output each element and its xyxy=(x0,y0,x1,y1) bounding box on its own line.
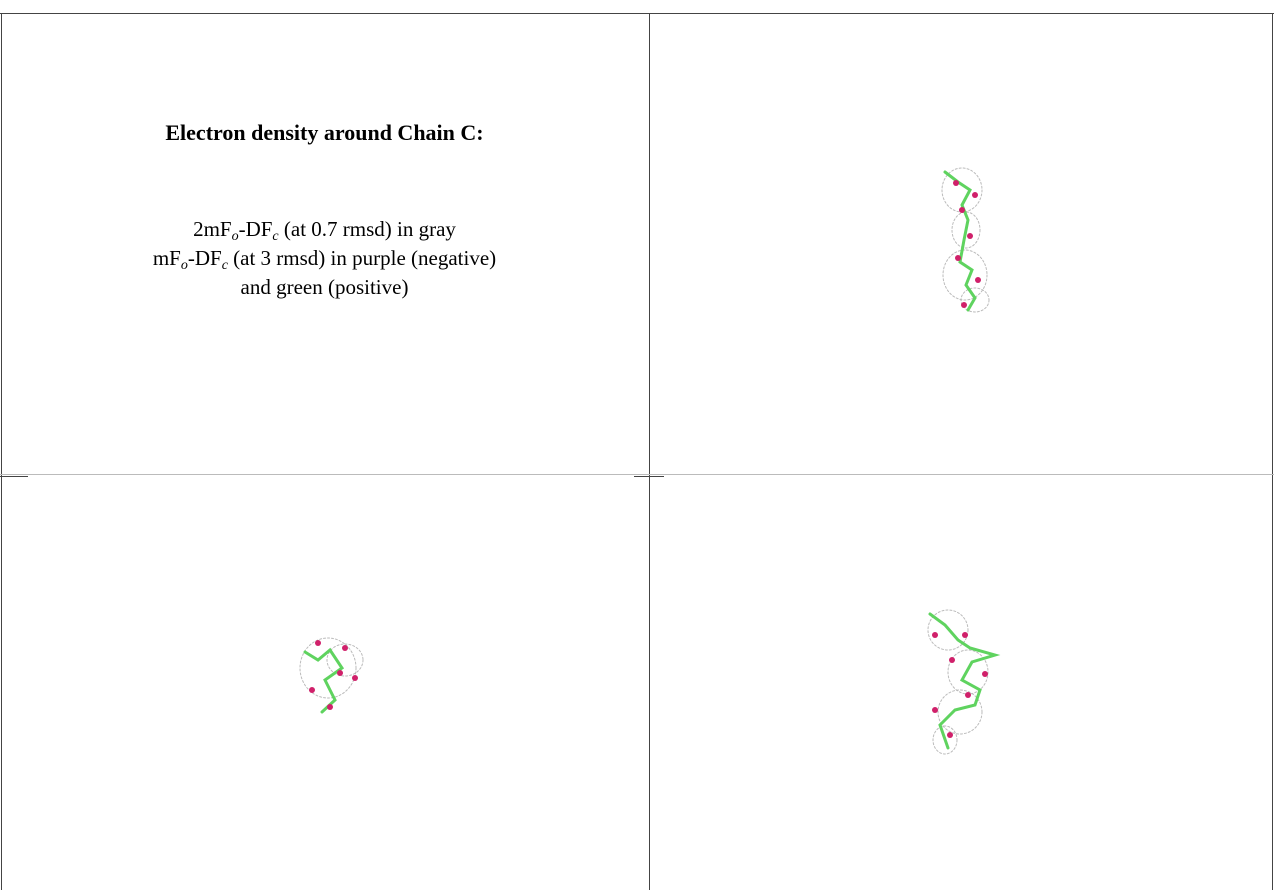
legend-text: 2mF xyxy=(193,217,232,241)
legend-text: (at 0.7 rmsd) in gray xyxy=(279,217,456,241)
molecule-image-bottom-right xyxy=(928,610,995,754)
legend-text: mF xyxy=(153,246,181,270)
molecule-image-bottom-left xyxy=(300,638,363,712)
page: Electron density around Chain C: 2mFo-DF… xyxy=(0,0,1274,890)
density-mesh xyxy=(928,610,988,754)
bonds xyxy=(945,172,975,310)
legend-text: -DF xyxy=(239,217,273,241)
legend-text: (at 3 rmsd) in purple (negative) xyxy=(228,246,496,270)
subscript: o xyxy=(232,229,239,244)
legend-line: 2mFo-DFc (at 0.7 rmsd) in gray xyxy=(0,215,649,244)
subscript: o xyxy=(181,258,188,273)
legend-text: and green (positive) xyxy=(241,275,409,299)
bonds xyxy=(305,650,342,712)
panel-title: Electron density around Chain C: xyxy=(0,120,649,146)
legend-line: mFo-DFc (at 3 rmsd) in purple (negative) xyxy=(0,244,649,273)
molecule-image-top-right xyxy=(942,168,989,312)
legend-text: -DF xyxy=(188,246,222,270)
legend-line: and green (positive) xyxy=(0,273,649,302)
